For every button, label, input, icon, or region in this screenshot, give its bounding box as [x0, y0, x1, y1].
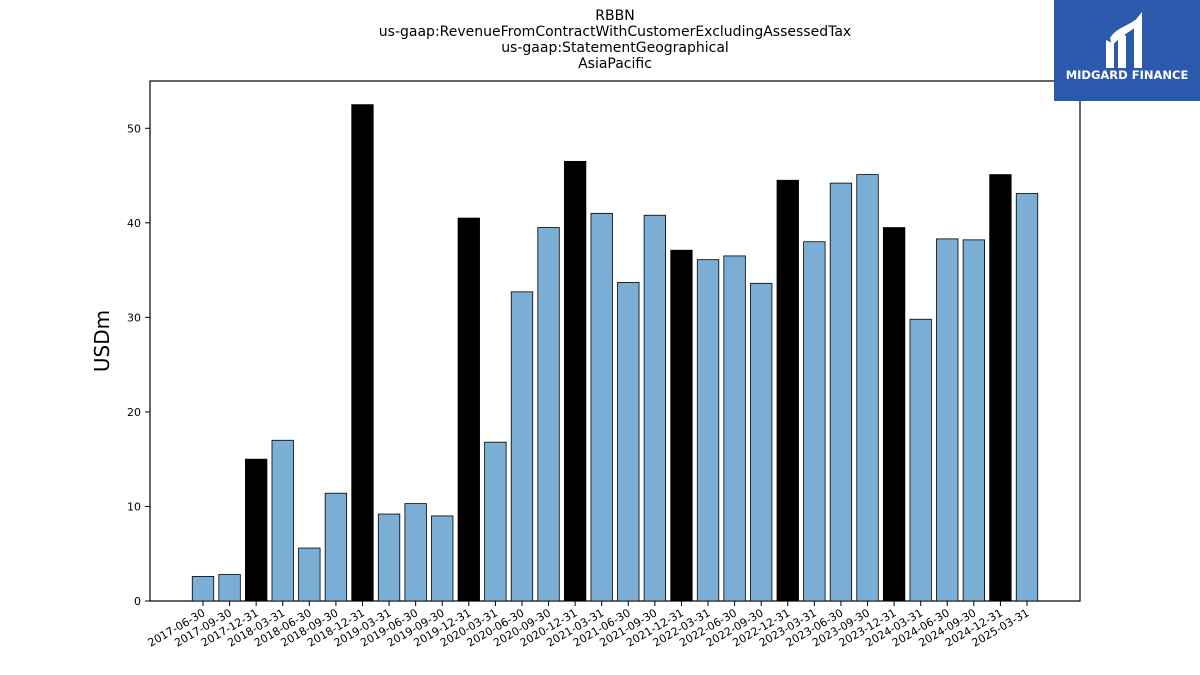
y-tick-label: 10 — [127, 500, 141, 513]
y-tick-label: 20 — [127, 406, 141, 419]
bar-2023-09-30 — [856, 174, 879, 602]
bar-2022-06-30 — [723, 255, 746, 602]
bar-2019-03-31 — [377, 513, 401, 602]
bar-2023-12-31 — [882, 227, 906, 602]
bar-2020-03-31 — [484, 441, 507, 602]
chart-title-line: us-gaap:RevenueFromContractWithCustomerE… — [379, 24, 851, 40]
bar-2017-06-30 — [191, 576, 215, 602]
bar-2021-12-31 — [670, 249, 693, 602]
bar-2021-06-30 — [617, 281, 640, 602]
bar-2017-12-31 — [245, 458, 268, 602]
bar-2023-03-31 — [803, 241, 826, 602]
bar-2018-12-31 — [351, 104, 374, 602]
y-axis-label: USDm — [90, 310, 114, 372]
bar-2019-12-31 — [457, 217, 480, 602]
y-axis: 0 10 20 30 40 50 — [127, 122, 150, 608]
bar-2020-06-30 — [510, 291, 534, 602]
chart-title: RBBNus-gaap:RevenueFromContractWithCusto… — [379, 8, 851, 72]
bar-2024-03-31 — [909, 318, 932, 602]
midgard-finance-logo: MIDGARD FINANCE — [1054, 0, 1200, 101]
bar-2017-09-30 — [218, 574, 241, 602]
bar-2024-06-30 — [936, 238, 959, 602]
bar-2025-03-31 — [1015, 193, 1039, 602]
bar-2020-12-31 — [563, 160, 587, 602]
y-tick-label: 0 — [134, 595, 141, 608]
bar-2018-09-30 — [324, 492, 348, 602]
bar-2019-06-30 — [404, 503, 427, 602]
bar-2022-03-31 — [696, 259, 720, 602]
y-tick-label: 40 — [127, 217, 141, 230]
bar-2023-06-30 — [829, 182, 853, 602]
plot-area-frame — [149, 80, 1081, 602]
chart-title-line: RBBN — [595, 8, 634, 24]
bar-2019-09-30 — [431, 515, 454, 602]
bar-2022-12-31 — [776, 179, 799, 602]
bar-2024-09-30 — [962, 239, 985, 602]
bar-2024-12-31 — [989, 174, 1012, 602]
logo-text: MIDGARD FINANCE — [1065, 68, 1189, 82]
bar-2018-03-31 — [271, 439, 294, 602]
bar-2018-06-30 — [298, 547, 321, 602]
bar-2021-03-31 — [590, 212, 613, 602]
y-tick-label: 50 — [127, 122, 141, 135]
y-tick-label: 30 — [127, 311, 141, 324]
bar-2021-09-30 — [643, 214, 667, 602]
bar-2020-09-30 — [537, 227, 560, 602]
chart-title-line: AsiaPacific — [578, 56, 652, 72]
chart-title-line: us-gaap:StatementGeographical — [501, 40, 729, 56]
bar-2022-09-30 — [750, 282, 773, 602]
x-axis: 2017-06-302017-09-302017-12-312018-03-31… — [146, 601, 1032, 650]
logo-mark-icon — [1106, 12, 1142, 68]
bar-series — [191, 104, 1039, 602]
